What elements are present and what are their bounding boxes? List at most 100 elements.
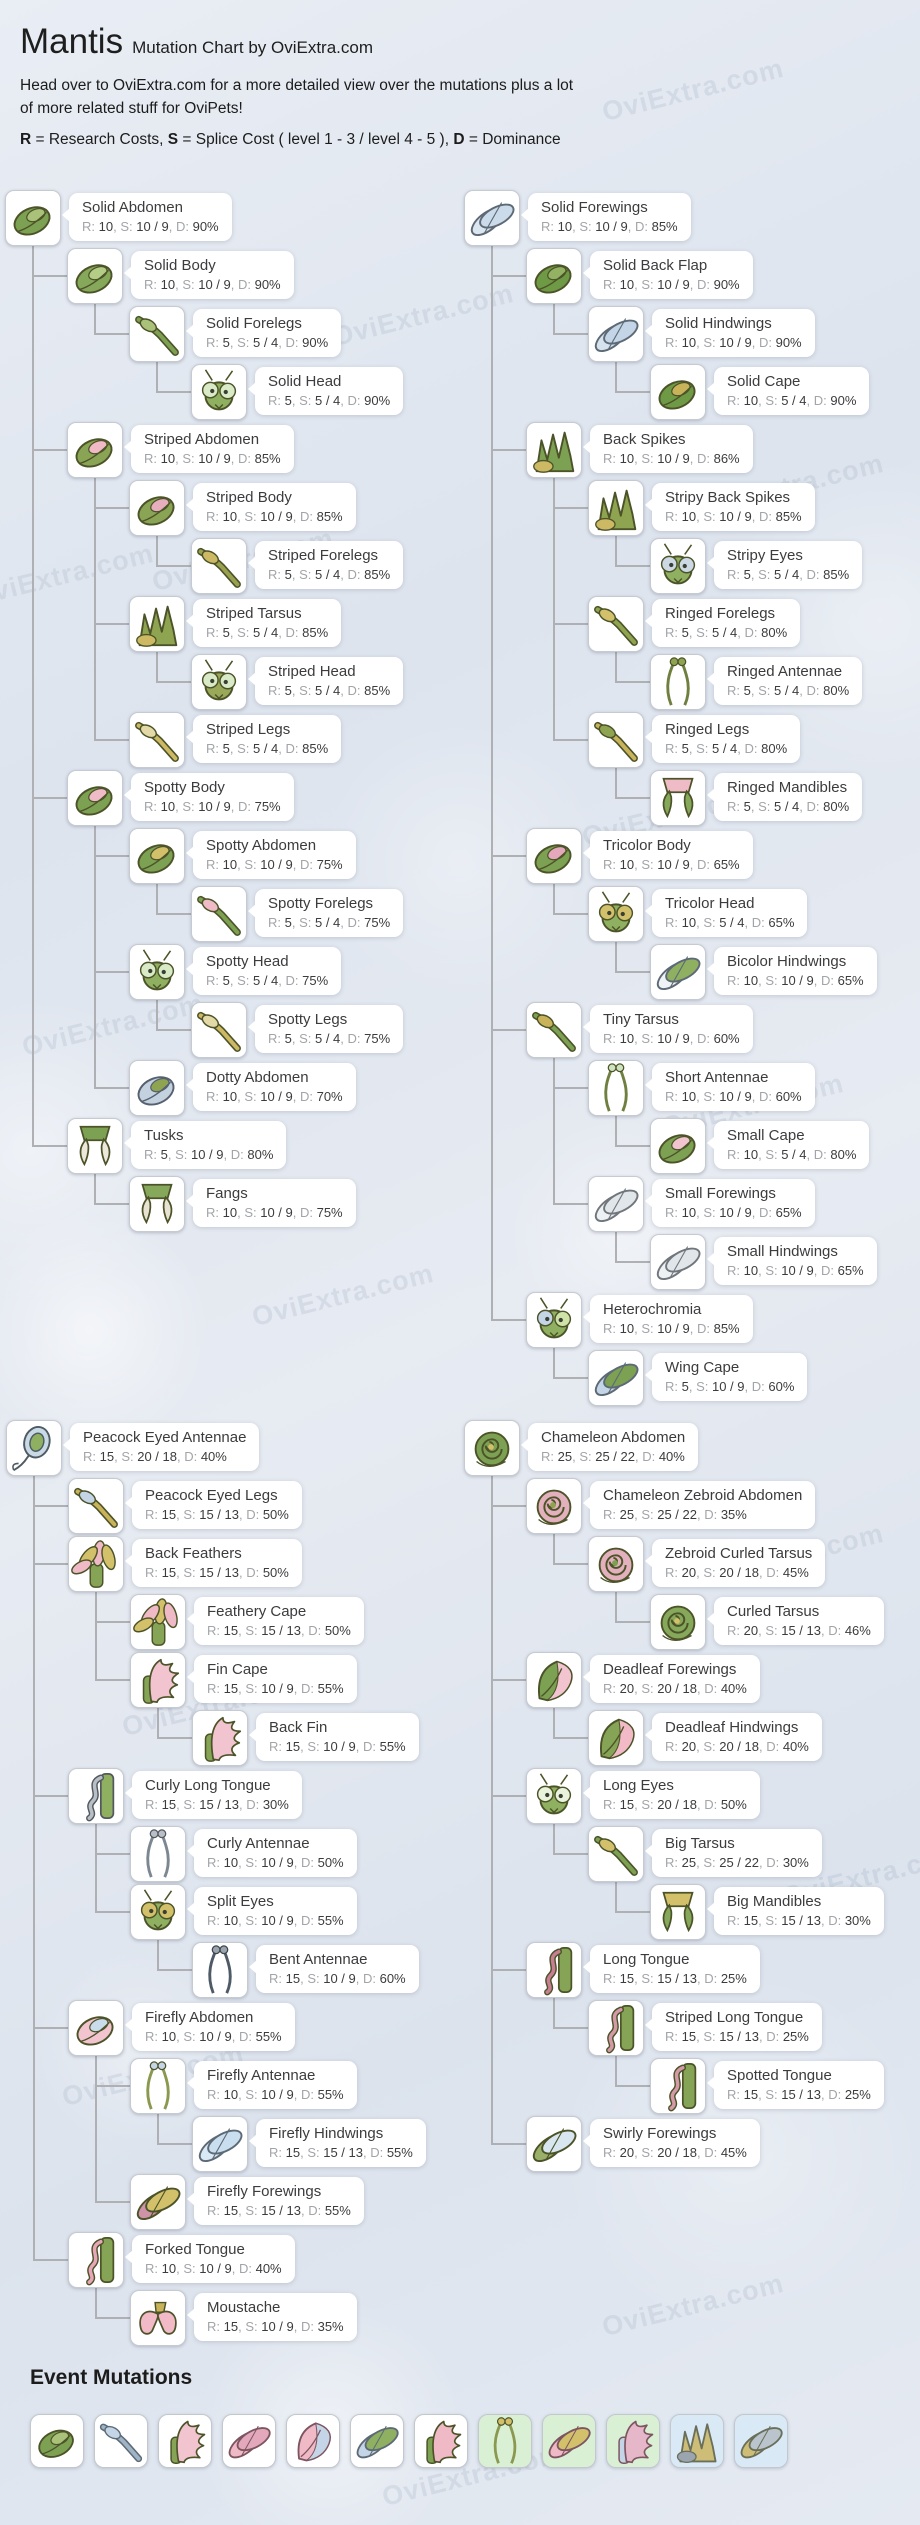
small-forewings-thumb[interactable] xyxy=(588,1176,644,1232)
event-tattered-wing-thumb[interactable] xyxy=(734,2414,788,2468)
solid-forelegs-thumb[interactable] xyxy=(129,306,185,362)
curled-tarsus-thumb[interactable] xyxy=(650,1594,706,1650)
short-antennae-thumb[interactable] xyxy=(588,1060,644,1116)
fin-cape-thumb[interactable] xyxy=(130,1652,186,1708)
event-tattered-wings-thumb[interactable] xyxy=(670,2414,724,2468)
spotty-legs-thumb[interactable] xyxy=(191,1002,247,1058)
event-flower-cape-thumb[interactable] xyxy=(158,2414,212,2468)
event-spotted-cape-thumb[interactable] xyxy=(606,2414,660,2468)
solid-forewings-thumb[interactable] xyxy=(464,190,520,246)
solid-cape-thumb[interactable] xyxy=(650,364,706,420)
fangs-thumb[interactable] xyxy=(129,1176,185,1232)
back-fin-thumb[interactable] xyxy=(192,1710,248,1766)
mutation-stats: R: 5, S: 5 / 4, D: 80% xyxy=(727,799,849,814)
event-arrow-antennae-thumb[interactable] xyxy=(94,2414,148,2468)
peacock-eyed-legs-thumb[interactable] xyxy=(68,1478,124,1534)
stat-key: , D: xyxy=(300,2203,325,2218)
tree-connector xyxy=(157,2143,192,2145)
ringed-antennae-thumb[interactable] xyxy=(650,654,706,710)
solid-abdomen-thumb[interactable] xyxy=(5,190,61,246)
small-cape-thumb[interactable] xyxy=(650,1118,706,1174)
striped-body-thumb[interactable] xyxy=(129,480,185,536)
deadleaf-hindwings-thumb[interactable] xyxy=(588,1710,644,1766)
back-feathers-thumb[interactable] xyxy=(68,1536,124,1592)
striped-head-thumb[interactable] xyxy=(191,654,247,710)
feathery-cape-thumb[interactable] xyxy=(130,1594,186,1650)
feathery-cape-label: Feathery Cape R: 15, S: 15 / 13, D: 50% xyxy=(187,1597,364,1645)
stat-value: 75% xyxy=(364,915,391,930)
split-eyes-thumb[interactable] xyxy=(130,1884,186,1940)
event-pink-forewings-thumb[interactable] xyxy=(222,2414,276,2468)
striped-tarsus-thumb[interactable] xyxy=(129,596,185,652)
striped-legs-thumb[interactable] xyxy=(129,712,185,768)
chameleon-zebroid-abdomen-thumb[interactable] xyxy=(526,1478,582,1534)
firefly-forewings-thumb[interactable] xyxy=(130,2174,186,2230)
mutation-stats: R: 25, S: 25 / 22, D: 30% xyxy=(665,1855,809,1870)
spotty-head-thumb[interactable] xyxy=(129,944,185,1000)
event-pink-cape-thumb[interactable] xyxy=(414,2414,468,2468)
label-tail xyxy=(187,1902,195,1916)
firefly-hindwings-thumb[interactable] xyxy=(192,2116,248,2172)
solid-body-thumb[interactable] xyxy=(67,248,123,304)
striped-abdomen-thumb[interactable] xyxy=(67,422,123,478)
back-spikes-thumb[interactable] xyxy=(526,422,582,478)
spotted-tongue-thumb[interactable] xyxy=(650,2058,706,2114)
deadleaf-forewings-thumb[interactable] xyxy=(526,1652,582,1708)
moustache-thumb[interactable] xyxy=(130,2290,186,2346)
ringed-mandibles-thumb[interactable] xyxy=(650,770,706,826)
curly-long-tongue-thumb[interactable] xyxy=(68,1768,124,1824)
big-mandibles-thumb[interactable] xyxy=(650,1884,706,1940)
stat-value: 20 xyxy=(681,1739,697,1754)
solid-head-thumb[interactable] xyxy=(191,364,247,420)
tree-connector xyxy=(95,1621,130,1623)
tree-connector xyxy=(553,478,555,740)
stat-value: 60% xyxy=(379,1971,406,1986)
stripy-eyes-thumb[interactable] xyxy=(650,538,706,594)
spotty-forelegs-thumb[interactable] xyxy=(191,886,247,942)
event-curled-antennae-thumb[interactable] xyxy=(478,2414,532,2468)
stat-value: 80% xyxy=(761,625,788,640)
event-moth-wings-thumb[interactable] xyxy=(542,2414,596,2468)
spotty-body-thumb[interactable] xyxy=(67,770,123,826)
event-maple-wings-thumb[interactable] xyxy=(286,2414,340,2468)
tiny-tarsus-thumb[interactable] xyxy=(526,1002,582,1058)
tricolor-head-thumb[interactable] xyxy=(588,886,644,942)
stat-value: 25% xyxy=(720,1971,747,1986)
stripy-back-spikes-thumb[interactable] xyxy=(588,480,644,536)
curly-antennae-thumb[interactable] xyxy=(130,1826,186,1882)
firefly-abdomen-thumb[interactable] xyxy=(68,2000,124,2056)
dotty-abdomen-thumb[interactable] xyxy=(129,1060,185,1116)
bent-antennae-thumb[interactable] xyxy=(192,1942,248,1998)
ringed-forelegs-thumb[interactable] xyxy=(588,596,644,652)
big-tarsus-thumb[interactable] xyxy=(588,1826,644,1882)
swirly-forewings-thumb[interactable] xyxy=(526,2116,582,2172)
tiny-tarsus-icon xyxy=(527,1003,581,1057)
ringed-legs-thumb[interactable] xyxy=(588,712,644,768)
bicolor-hindwings-thumb[interactable] xyxy=(650,944,706,1000)
striped-long-tongue-thumb[interactable] xyxy=(588,2000,644,2056)
long-tongue-thumb[interactable] xyxy=(526,1942,582,1998)
event-blue-wing-thumb[interactable] xyxy=(350,2414,404,2468)
striped-forelegs-thumb[interactable] xyxy=(191,538,247,594)
stat-key: R: xyxy=(665,1565,682,1580)
chameleon-abdomen-thumb[interactable] xyxy=(464,1420,520,1476)
firefly-antennae-thumb[interactable] xyxy=(130,2058,186,2114)
mutation-name: Solid Body xyxy=(144,257,216,274)
long-eyes-thumb[interactable] xyxy=(526,1768,582,1824)
forked-tongue-thumb[interactable] xyxy=(68,2232,124,2288)
stat-value: 10 / 9 xyxy=(190,1147,224,1162)
tusks-thumb[interactable] xyxy=(67,1118,123,1174)
event-leaf-abdomen-thumb[interactable] xyxy=(30,2414,84,2468)
solid-hindwings-thumb[interactable] xyxy=(588,306,644,362)
peacock-eyed-antennae-thumb[interactable] xyxy=(6,1420,62,1476)
wing-cape-thumb[interactable] xyxy=(588,1350,644,1406)
zebroid-curled-tarsus-thumb[interactable] xyxy=(588,1536,644,1592)
solid-body-label: Solid Body R: 10, S: 10 / 9, D: 90% xyxy=(124,251,294,299)
spotty-abdomen-thumb[interactable] xyxy=(129,828,185,884)
heterochromia-thumb[interactable] xyxy=(526,1292,582,1348)
stat-key: , D: xyxy=(744,1379,769,1394)
small-hindwings-thumb[interactable] xyxy=(650,1234,706,1290)
legend-d-key: D xyxy=(453,131,465,148)
tricolor-body-thumb[interactable] xyxy=(526,828,582,884)
solid-back-flap-thumb[interactable] xyxy=(526,248,582,304)
